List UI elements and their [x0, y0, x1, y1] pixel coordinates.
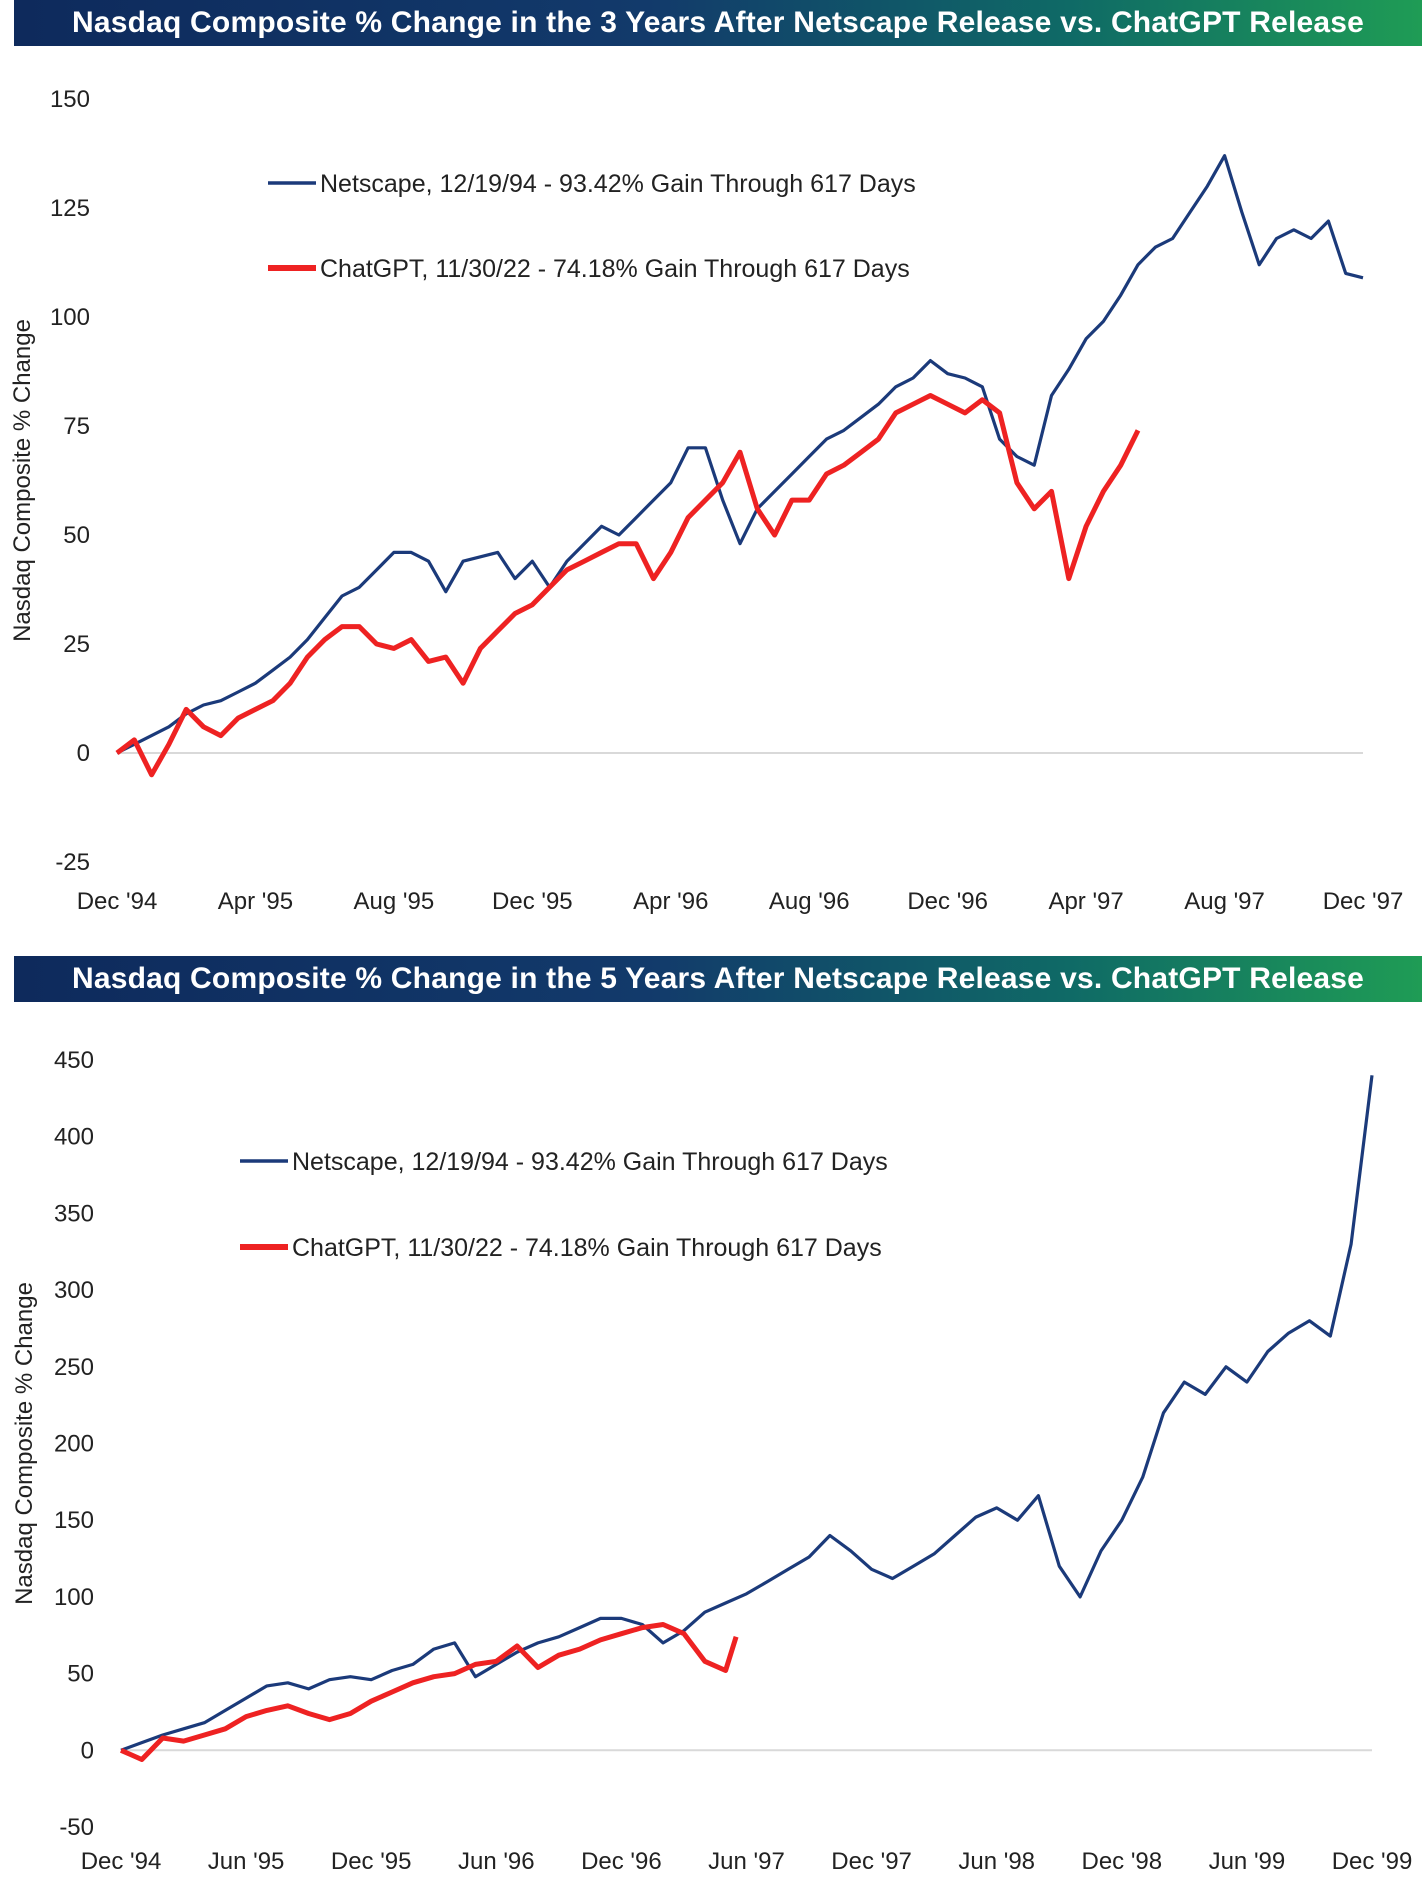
x-tick-label: Dec '94 [81, 1848, 162, 1875]
netscape-series-line [116, 154, 1364, 755]
y-tick-label: 150 [54, 1507, 94, 1534]
chart-5yr: 450 400 350 300 250 200 150 100 50 0 -50 Dec '94 Jun… [11, 1047, 1413, 1875]
y-tick-label: -25 [55, 849, 90, 876]
netscape-series-line [120, 1075, 1374, 1752]
chart-title-3yr: Nasdaq Composite % Change in the 3 Years… [14, 0, 1422, 46]
y-tick-label: 450 [54, 1047, 94, 1074]
y-tick-label: 125 [50, 195, 90, 222]
x-tick-label: Dec '95 [331, 1848, 412, 1875]
y-tick-label: 350 [54, 1200, 94, 1227]
y-tick-label: 50 [67, 1661, 94, 1688]
y-tick-label: 0 [77, 740, 90, 767]
x-tick-label: Dec '96 [581, 1848, 662, 1875]
x-tick-label: Dec '96 [907, 888, 988, 915]
y-tick-label: 50 [63, 522, 90, 549]
x-tick-label: Jun '96 [458, 1848, 535, 1875]
y-tick-label: 250 [54, 1354, 94, 1381]
legend-label-chatgpt: ChatGPT, 11/30/22 - 74.18% Gain Through … [292, 1234, 882, 1262]
x-tick-label: Dec '97 [1323, 888, 1404, 915]
x-tick-label: Jun '95 [208, 1848, 285, 1875]
legend-label-chatgpt: ChatGPT, 11/30/22 - 74.18% Gain Through … [320, 255, 910, 283]
x-tick-label: Jun '99 [1209, 1848, 1286, 1875]
y-axis-label: Nasdaq Composite % Change [9, 319, 36, 642]
y-tick-label: 25 [63, 631, 90, 658]
x-tick-label: Dec '95 [492, 888, 573, 915]
legend-label-netscape: Netscape, 12/19/94 - 93.42% Gain Through… [292, 1148, 888, 1176]
x-tick-label: Apr '96 [633, 888, 708, 915]
chart-panel-3yr: Nasdaq Composite % Change in the 3 Years… [9, 0, 1422, 915]
chatgpt-series-line [115, 393, 1141, 778]
chatgpt-series-line [119, 1622, 739, 1762]
x-tick-label: Aug '97 [1184, 888, 1265, 915]
x-tick-label: Dec '98 [1081, 1848, 1162, 1875]
y-tick-label: 100 [54, 1584, 94, 1611]
chart-title-5yr: Nasdaq Composite % Change in the 5 Years… [14, 956, 1422, 1002]
chart-3yr: 150 125 100 75 50 25 0 -25 Dec '94 Apr '95 Aug '95… [9, 86, 1404, 915]
x-tick-label: Jun '98 [958, 1848, 1035, 1875]
y-axis-label: Nasdaq Composite % Change [11, 1282, 38, 1605]
x-tick-label: Jun '97 [708, 1848, 785, 1875]
y-tick-label: 400 [54, 1124, 94, 1151]
x-tick-label: Dec '94 [77, 888, 158, 915]
x-tick-label: Dec '99 [1332, 1848, 1413, 1875]
y-tick-label: 150 [50, 86, 90, 113]
y-tick-label: -50 [59, 1814, 94, 1841]
x-tick-label: Apr '97 [1048, 888, 1123, 915]
y-tick-label: 300 [54, 1277, 94, 1304]
x-tick-label: Aug '96 [769, 888, 850, 915]
x-tick-label: Aug '95 [354, 888, 435, 915]
legend-label-netscape: Netscape, 12/19/94 - 93.42% Gain Through… [320, 170, 916, 198]
y-tick-label: 0 [81, 1737, 94, 1764]
x-tick-label: Apr '95 [218, 888, 293, 915]
chart-panel-5yr: Nasdaq Composite % Change in the 5 Years… [0, 956, 1422, 1882]
y-tick-label: 75 [63, 413, 90, 440]
y-tick-label: 100 [50, 304, 90, 331]
y-tick-label: 200 [54, 1431, 94, 1458]
x-tick-label: Dec '97 [831, 1848, 912, 1875]
